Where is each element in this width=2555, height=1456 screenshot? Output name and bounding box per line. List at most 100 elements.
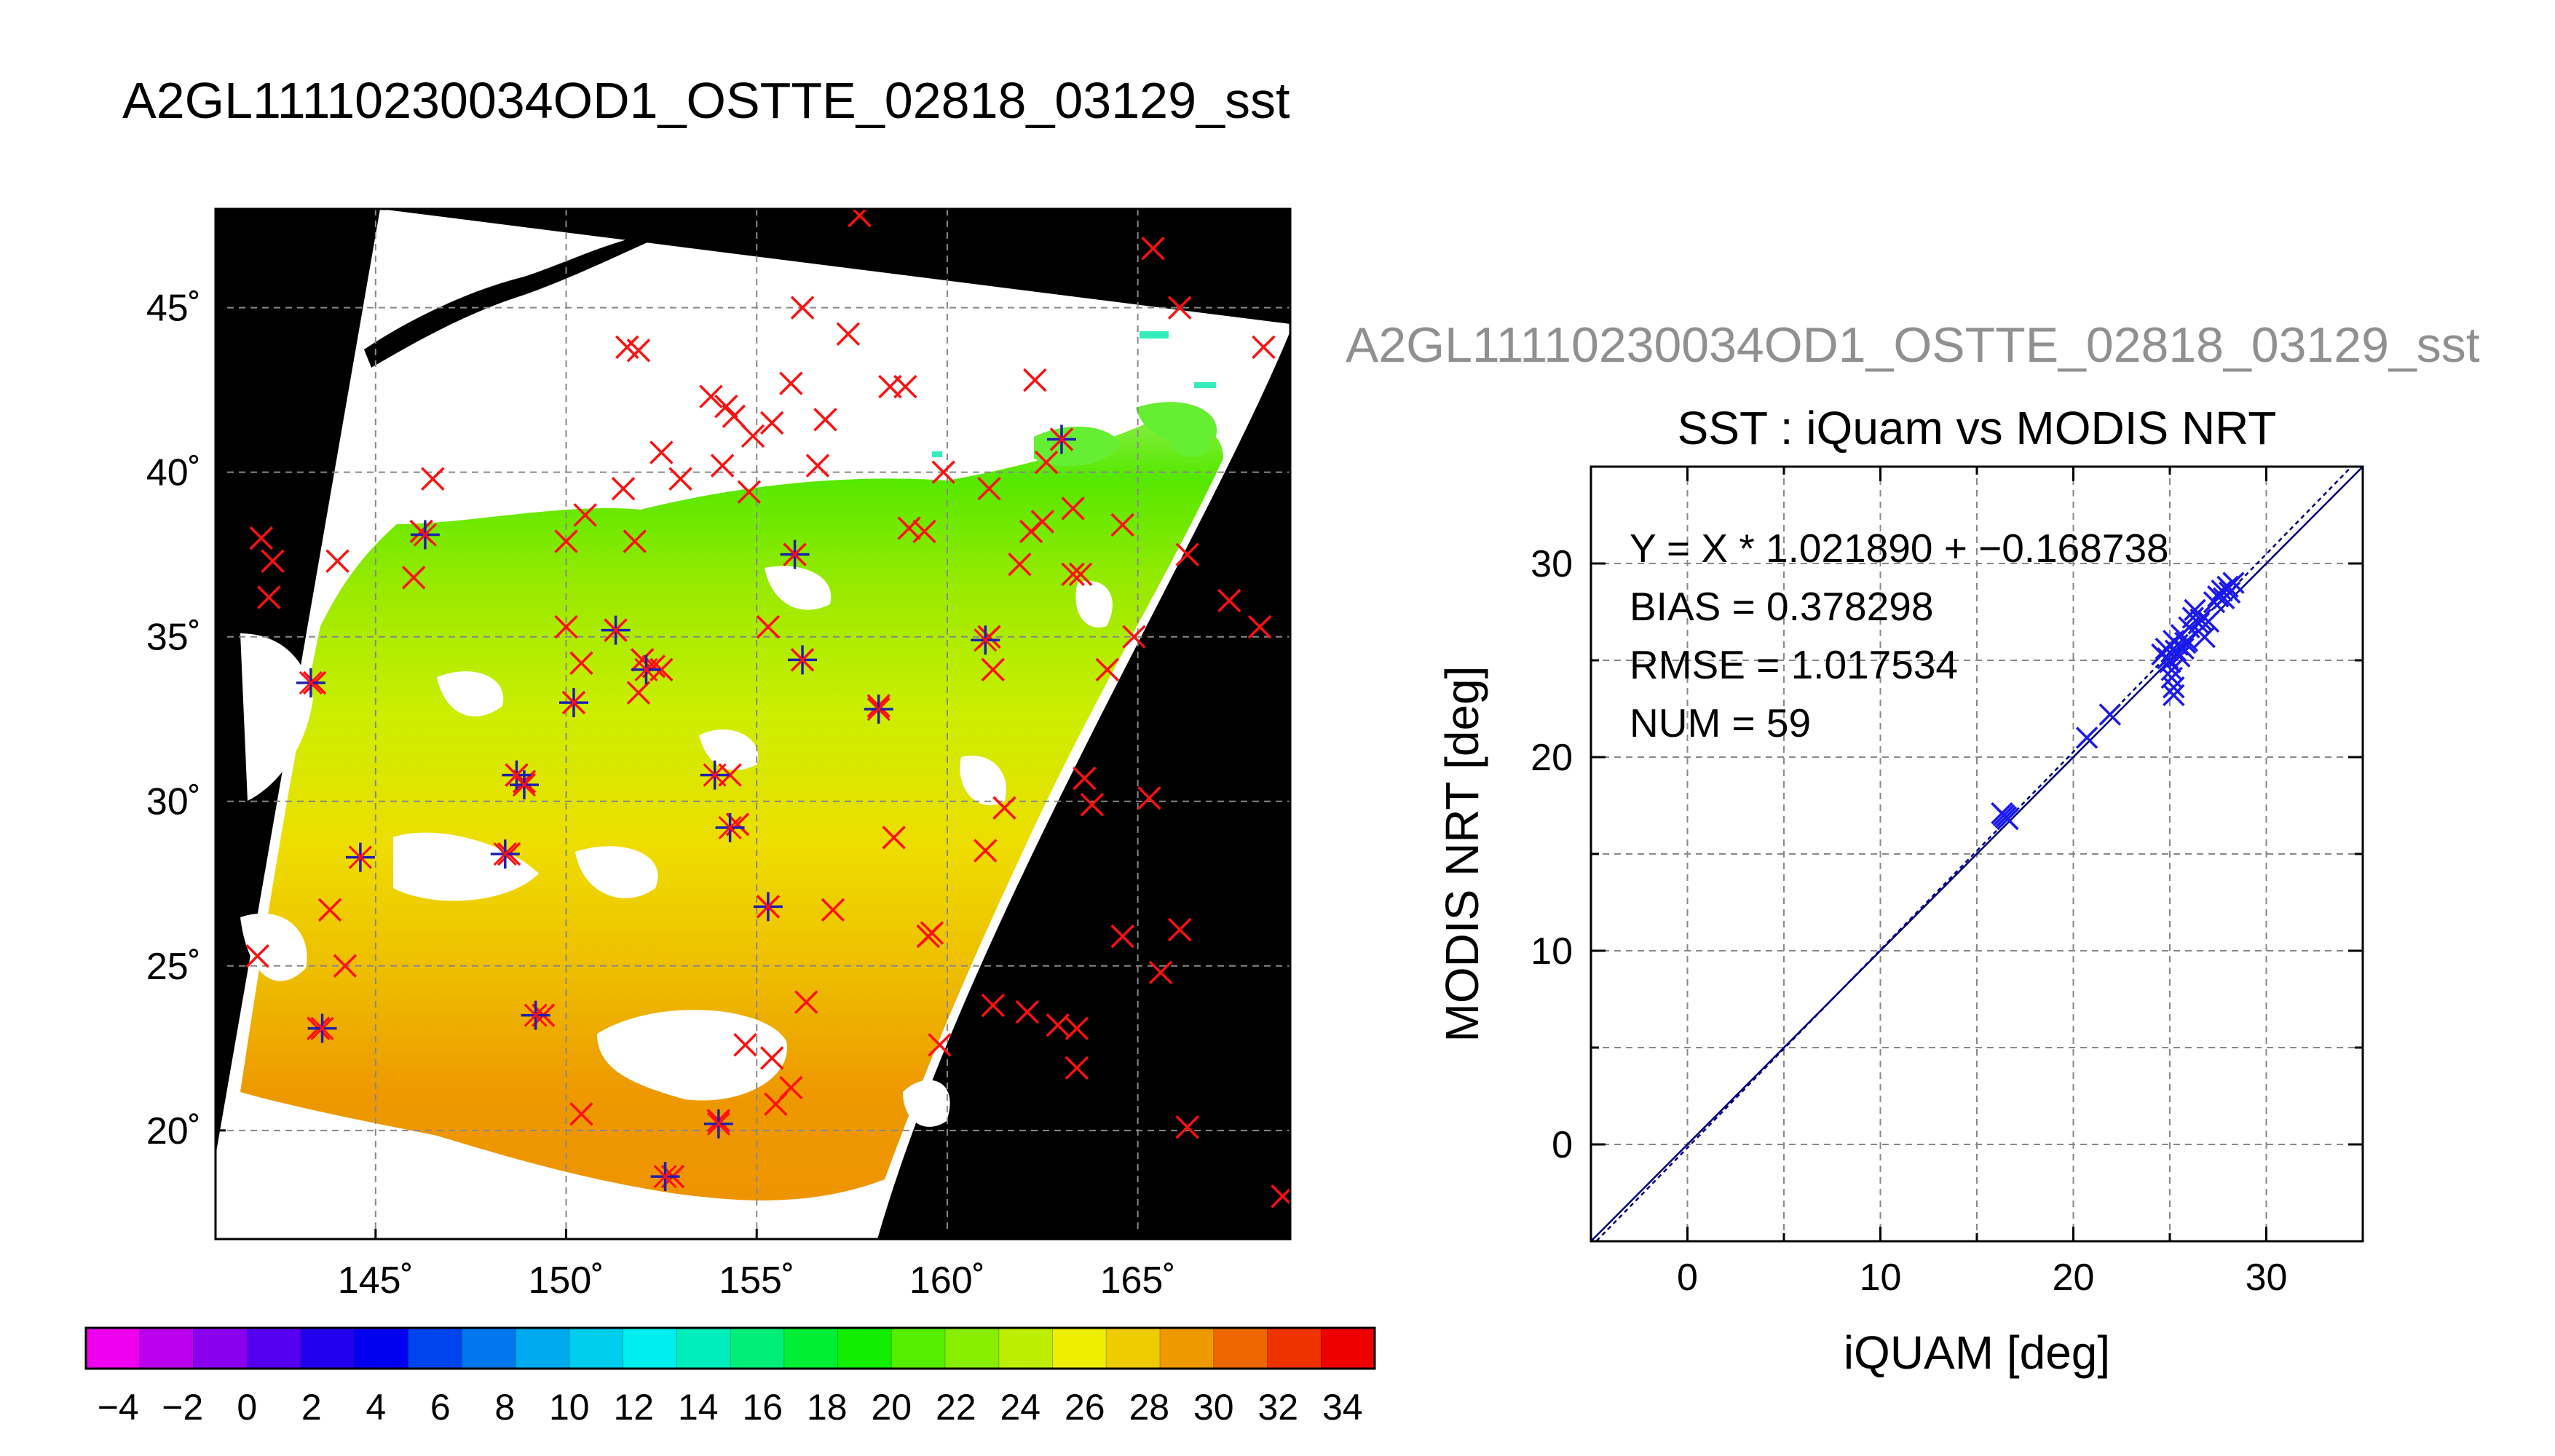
scatter-point [2098,703,2122,726]
iquam-marker [981,993,1005,1018]
iquam-marker [245,943,269,968]
iquam-marker [611,477,636,501]
iquam-marker [623,529,647,553]
map-markers [245,209,1290,1208]
iquam-marker [779,1075,803,1100]
colorbar-labels: −4 −2 0 2 4 6 8 10 12 14 16 18 20 22 24 26 28 30 32 34 [98,1387,1363,1428]
match-marker [653,1165,677,1189]
iquam-marker [882,826,906,850]
colorbar-cell [1267,1328,1322,1369]
iquam-marker [897,516,921,540]
colorbar-cell [1160,1328,1215,1369]
scatter-point [2222,571,2245,594]
scatter-y-tick-label: 0 [1552,1124,1573,1166]
cyan-specks [932,331,1216,457]
colorbar-cell [783,1328,839,1369]
iquam-marker [928,1033,952,1057]
colorbar-tick-label: 18 [807,1387,848,1428]
sst-field [240,415,1223,1200]
iquam-marker [1095,657,1120,682]
match-marker [718,815,742,839]
iquam-marker [733,1033,757,1057]
iquam-marker [1061,496,1085,521]
annotation-rmse: RMSE = 1.017534 [1630,642,1958,687]
match-marker [348,845,372,869]
iquam-marker [794,990,818,1014]
iquam-marker [1061,562,1085,587]
iquam-marker [981,657,1005,682]
colorbar-tick-label: 26 [1065,1387,1105,1428]
match-marker [866,697,891,721]
iquam-marker [1252,335,1276,360]
colorbar-tick-label: 24 [1000,1387,1040,1428]
iquam-marker [649,440,674,464]
scatter-point [2187,612,2210,635]
colorbar-tick-label: −4 [98,1387,139,1428]
scatter-point [2168,645,2191,668]
iquam-marker [1065,1056,1089,1080]
map-y-tick-label: 25˚ [146,946,201,988]
colorbar-cell [730,1328,785,1369]
match-marker [493,842,517,866]
annotation-num: NUM = 59 [1630,700,1811,745]
colorbar-tick-label: −2 [162,1387,203,1428]
match-marker [783,542,807,566]
iquam-marker [668,467,692,491]
iquam-marker [1141,237,1165,261]
iquam-marker [1175,542,1199,566]
scatter-ticks: 0 10 20 30 0 10 20 30 [1531,467,2363,1299]
match-marker [512,773,537,797]
iquam-marker [626,339,651,363]
colorbar-cell [998,1328,1054,1369]
scatter-point [2216,575,2239,598]
scatter-title: SST : iQuam vs MODIS NRT [1678,402,2277,454]
match-marker [706,1112,730,1136]
colorbar-tick-label: 10 [549,1387,590,1428]
scatter-x-tick-label: 20 [2053,1257,2095,1299]
colorbar-cell [945,1328,1000,1369]
iquam-marker [779,371,803,395]
iquam-marker [401,566,426,590]
scatter-point [2176,630,2199,652]
iquam-marker [1122,625,1146,649]
colorbar-tick-label: 4 [366,1387,386,1428]
colorbar-cell [623,1328,677,1369]
colorbar-tick-label: 30 [1193,1387,1234,1428]
match-marker [634,657,658,681]
colorbar: −4 −2 0 2 4 6 8 10 12 14 16 18 20 22 24 26 28 30 32 34 [84,1326,1376,1428]
match-marker [524,1003,548,1027]
iquam-marker [836,322,861,347]
colorbar-tick-label: 0 [237,1387,257,1428]
iquam-marker [261,549,285,573]
map-y-tick-label: 40˚ [146,452,201,494]
scatter-point [2211,579,2233,602]
iquam-marker [257,585,281,609]
map-frame [214,207,1292,1241]
iquam-marker [1148,960,1173,985]
iquam-marker [1167,296,1192,320]
iquam-marker [1068,562,1093,587]
colorbar-cell [1106,1328,1161,1369]
colorbar-cell [193,1328,248,1369]
scatter-points [1991,571,2245,831]
iquam-marker [974,839,998,863]
colorbar-tick-label: 16 [742,1387,783,1428]
scatter-point [2193,625,2216,649]
scatter-point [1997,807,2019,831]
scatter-point [2189,608,2212,631]
colorbar-tick-label: 6 [430,1387,451,1428]
iquam-marker [699,384,723,408]
map-grid [216,209,1290,1239]
match-marker [790,648,815,672]
scatter-subtitle: A2GL11110230034OD1_OSTTE_02818_03129_sst [1346,317,2480,373]
colorbar-cell [1321,1328,1375,1369]
iquam-marker [1023,368,1047,392]
iquam-marker [317,898,342,922]
scatter-ylabel: MODIS NRT [deg] [1436,666,1488,1042]
scatter-x-tick-label: 30 [2246,1257,2288,1299]
iquam-marker [569,1101,593,1126]
colorbar-cells [86,1328,1375,1369]
colorbar-tick-label: 14 [678,1387,719,1428]
iquam-marker [741,424,765,448]
